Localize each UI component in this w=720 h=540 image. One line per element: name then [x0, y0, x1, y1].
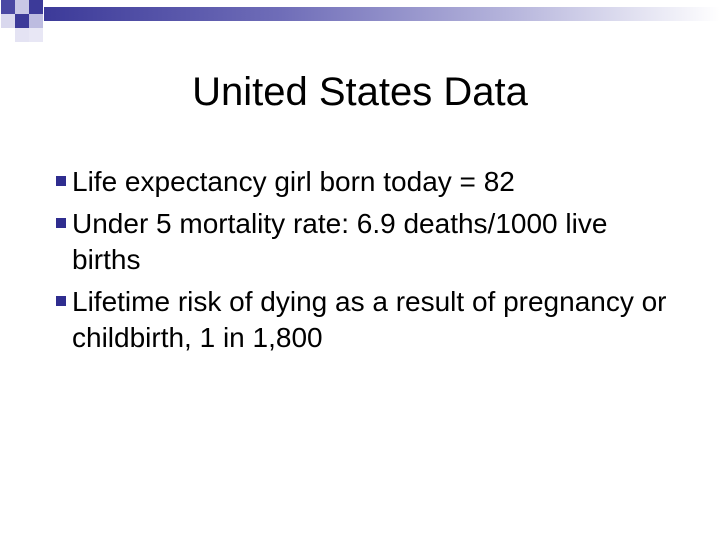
decoration-square [1, 0, 15, 14]
bullet-text: Life expectancy girl born today = 82 [72, 166, 515, 197]
decoration-square [29, 0, 43, 14]
decoration-square [15, 28, 29, 42]
square-bullet-icon [56, 176, 66, 186]
decoration-square [1, 14, 15, 28]
decoration-square [29, 14, 43, 28]
decoration-gradient-bar [44, 7, 720, 21]
list-item: Life expectancy girl born today = 82 [56, 164, 676, 200]
decoration-square [29, 28, 43, 42]
square-bullet-icon [56, 218, 66, 228]
bullet-text: Lifetime risk of dying as a result of pr… [72, 286, 667, 353]
bullet-list: Life expectancy girl born today = 82 Und… [56, 164, 676, 362]
list-item: Lifetime risk of dying as a result of pr… [56, 284, 676, 356]
bullet-text: Under 5 mortality rate: 6.9 deaths/1000 … [72, 208, 608, 275]
slide-title: United States Data [192, 70, 528, 114]
decoration-square [15, 14, 29, 28]
list-item: Under 5 mortality rate: 6.9 deaths/1000 … [56, 206, 676, 278]
decoration-square [15, 0, 29, 14]
square-bullet-icon [56, 296, 66, 306]
